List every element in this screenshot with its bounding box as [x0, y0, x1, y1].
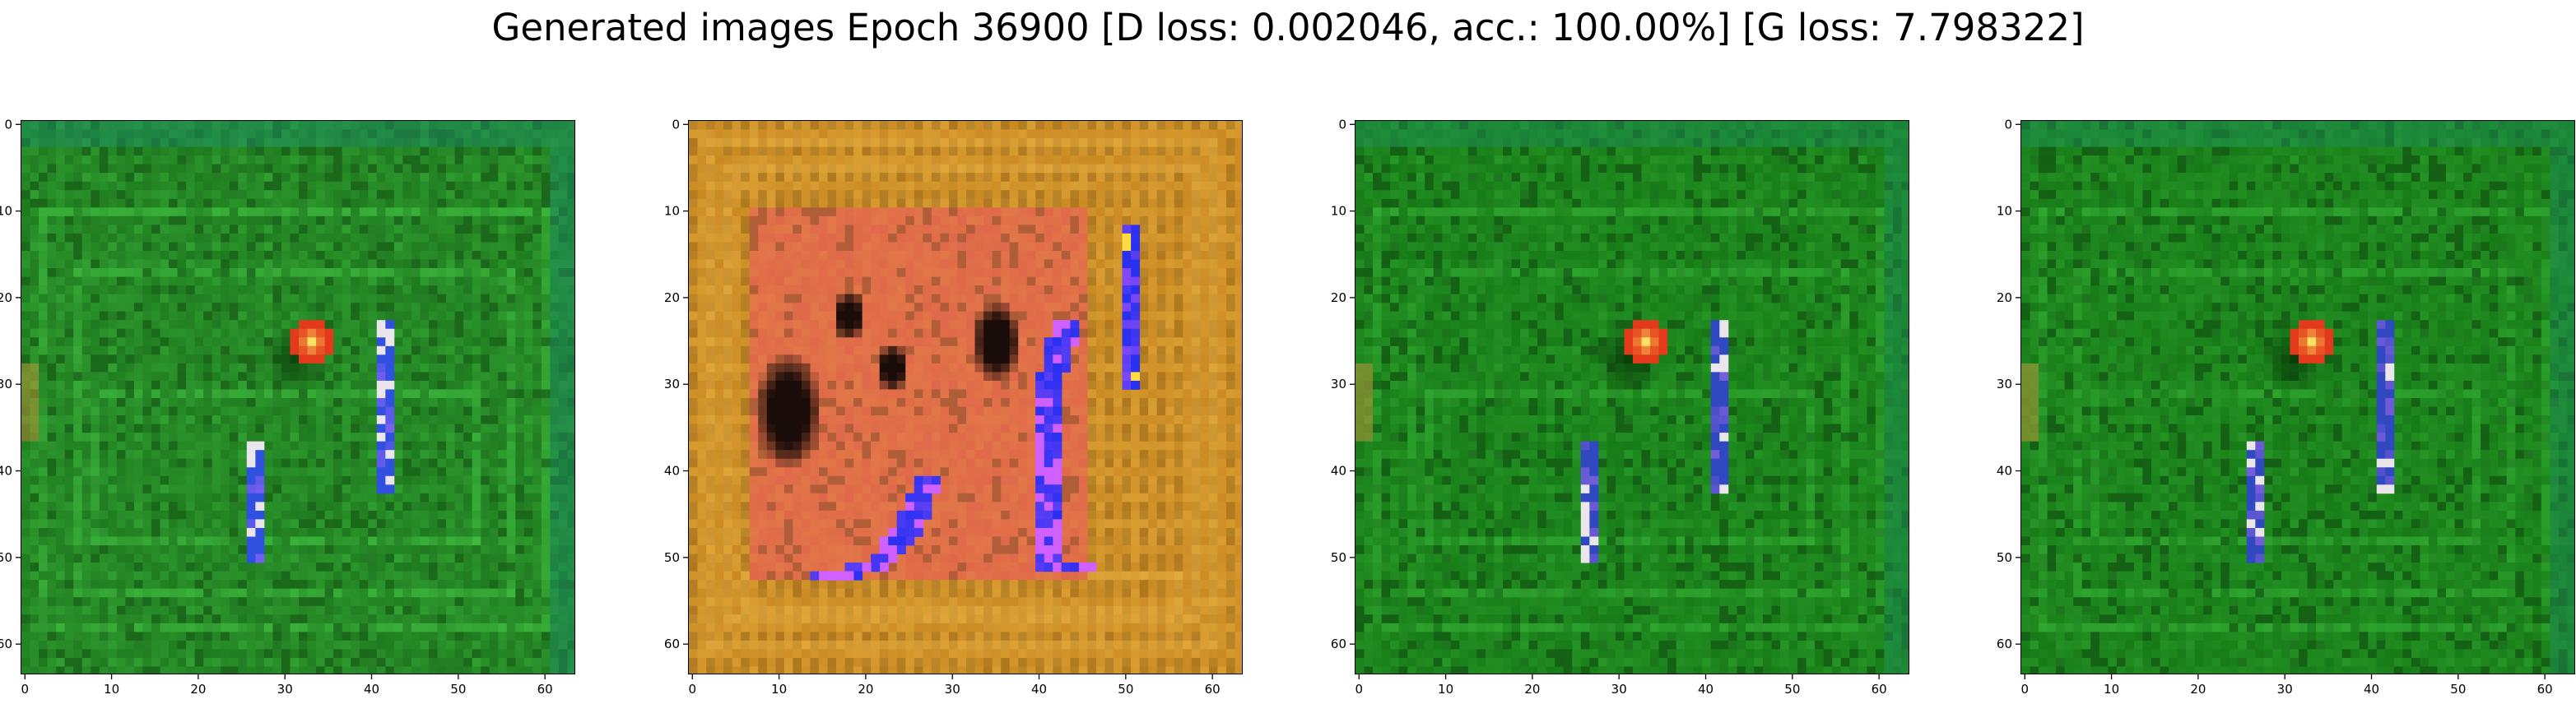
x-tick-label: 0: [2020, 682, 2029, 697]
x-tick-label: 10: [1438, 682, 1453, 697]
x-tick-label: 40: [364, 682, 379, 697]
x-tick-label: 50: [2450, 682, 2466, 697]
x-tick-label: 20: [190, 682, 206, 697]
y-tick-label: 60: [664, 637, 680, 651]
x-tick-label: 50: [1118, 682, 1133, 697]
x-tick-label: 60: [1205, 682, 1221, 697]
y-tick-label: 50: [1331, 550, 1346, 565]
x-tick-label: 60: [537, 682, 553, 697]
figure-title: Generated images Epoch 36900 [D loss: 0.…: [0, 5, 2576, 51]
y-tick-label: 40: [1331, 464, 1346, 479]
x-tick-label: 50: [1784, 682, 1800, 697]
x-tick-label: 30: [2277, 682, 2293, 697]
y-tick-label: 60: [1997, 637, 2012, 651]
y-tick-label: 30: [1997, 377, 2012, 391]
axes-ticks-4: 0 10 20 30 40 50 60 0 10 20 30 40 50 60: [1988, 112, 2576, 704]
y-tick-label: 50: [1997, 550, 2012, 565]
x-tick-label: 0: [1355, 682, 1363, 697]
y-tick-label: 30: [0, 377, 12, 391]
y-tick-label: 60: [1331, 637, 1346, 651]
y-tick-label: 40: [664, 464, 680, 479]
x-tick-label: 10: [771, 682, 787, 697]
y-tick-label: 40: [0, 464, 12, 479]
x-tick-label: 40: [1031, 682, 1047, 697]
y-tick-label: 10: [1997, 204, 2012, 219]
y-tick-label: 60: [0, 637, 12, 651]
y-tick-label: 0: [672, 117, 680, 132]
x-tick-label: 30: [277, 682, 293, 697]
y-tick-label: 50: [664, 550, 680, 565]
y-tick-label: 40: [1997, 464, 2012, 479]
y-tick-label: 10: [1331, 204, 1346, 219]
axes-ticks-3: 0 10 20 30 40 50 60 0 10 20 30 40 50 60: [1322, 112, 1942, 704]
y-tick-label: 10: [0, 204, 12, 219]
axes-ticks-2: 0 10 20 30 40 50 60 0 10 20 30 40 50 60: [655, 112, 1276, 704]
y-tick-label: 20: [1997, 290, 2012, 305]
x-tick-label: 50: [450, 682, 466, 697]
axes-ticks-1: 0 10 20 30 40 50 60 0 10 20 30 40 50 60: [0, 112, 608, 704]
y-tick-label: 20: [0, 290, 12, 305]
x-tick-label: 60: [2537, 682, 2553, 697]
y-tick-label: 10: [664, 204, 680, 219]
y-tick-label: 0: [4, 117, 12, 132]
x-tick-label: 10: [104, 682, 119, 697]
x-tick-label: 40: [1698, 682, 1713, 697]
y-tick-label: 0: [2004, 117, 2012, 132]
y-tick-label: 50: [0, 550, 12, 565]
y-tick-label: 30: [1331, 377, 1346, 391]
y-tick-label: 30: [664, 377, 680, 391]
x-tick-label: 20: [858, 682, 873, 697]
y-tick-label: 20: [1331, 290, 1346, 305]
x-tick-label: 20: [2190, 682, 2206, 697]
x-tick-label: 0: [688, 682, 696, 697]
x-tick-label: 10: [2104, 682, 2119, 697]
x-tick-label: 40: [2364, 682, 2379, 697]
y-tick-label: 0: [1338, 117, 1346, 132]
y-tick-label: 20: [664, 290, 680, 305]
x-tick-label: 30: [1611, 682, 1627, 697]
x-tick-label: 0: [21, 682, 29, 697]
x-tick-label: 30: [945, 682, 960, 697]
x-tick-label: 60: [1872, 682, 1887, 697]
x-tick-label: 20: [1524, 682, 1540, 697]
